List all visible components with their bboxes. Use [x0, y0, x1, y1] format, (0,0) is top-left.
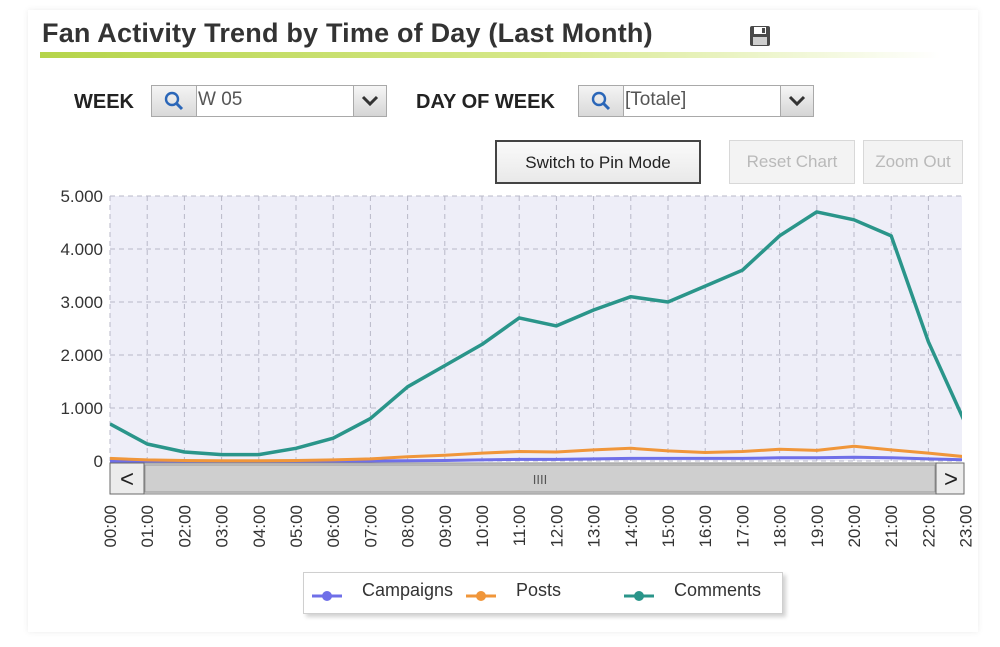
- chevron-down-icon: [361, 95, 379, 107]
- floppy-disk-icon[interactable]: [749, 25, 771, 47]
- search-icon: [164, 91, 184, 111]
- chevron-down-icon: [788, 95, 806, 107]
- y-tick-label: 0: [94, 452, 103, 471]
- week-dropdown-button[interactable]: [353, 86, 386, 116]
- day-of-week-label: DAY OF WEEK: [416, 91, 555, 113]
- chevron-right-icon: >: [944, 466, 958, 493]
- x-tick-label: 07:00: [361, 505, 380, 548]
- scroll-thumb[interactable]: [144, 464, 936, 493]
- week-combobox[interactable]: W 05: [151, 85, 387, 117]
- campaigns-swatch-icon: [312, 591, 342, 601]
- legend-label-posts: Posts: [516, 580, 562, 600]
- switch-to-pin-mode-button[interactable]: Switch to Pin Mode: [495, 140, 701, 184]
- week-label: WEEK: [74, 91, 134, 113]
- legend-label-comments: Comments: [674, 580, 762, 600]
- x-tick-label: 11:00: [510, 505, 529, 546]
- posts-swatch-icon: [466, 591, 496, 601]
- comments-swatch-icon: [624, 591, 654, 601]
- week-search-button[interactable]: [152, 86, 197, 116]
- day-dropdown-button[interactable]: [780, 86, 813, 116]
- x-tick-label: 22:00: [919, 505, 938, 548]
- x-tick-label: 19:00: [808, 505, 827, 548]
- legend-item-campaigns[interactable]: Campaigns: [312, 577, 462, 607]
- y-tick-label: 3.000: [60, 293, 103, 312]
- x-tick-label: 20:00: [845, 505, 864, 548]
- series-line-comments: [110, 210, 962, 457]
- x-tick-label: 12:00: [547, 505, 566, 548]
- x-tick-label: 00:00: [101, 505, 120, 548]
- x-tick-label: 09:00: [436, 505, 455, 548]
- x-tick-label: 02:00: [175, 505, 194, 548]
- x-tick-label: 17:00: [733, 505, 752, 548]
- page-title: Fan Activity Trend by Time of Day (Last …: [42, 18, 653, 48]
- day-of-week-combobox[interactable]: [Totale]: [578, 85, 814, 117]
- x-tick-label: 13:00: [585, 505, 604, 548]
- x-tick-label: 21:00: [882, 505, 901, 548]
- y-tick-label: 4.000: [60, 240, 103, 259]
- legend-item-posts[interactable]: Posts: [466, 577, 576, 607]
- series-line-posts: [110, 444, 962, 463]
- x-tick-label: 16:00: [696, 505, 715, 548]
- title-underline: [40, 52, 940, 58]
- week-value: W 05: [198, 89, 243, 110]
- x-tick-label: 23:00: [957, 505, 976, 548]
- reset-chart-button[interactable]: Reset Chart: [729, 140, 855, 184]
- y-tick-label: 5.000: [60, 187, 103, 206]
- plot-area: [110, 196, 962, 461]
- y-tick-label: 2.000: [60, 346, 103, 365]
- x-tick-label: 08:00: [399, 505, 418, 548]
- legend-label-campaigns: Campaigns: [362, 580, 454, 600]
- x-tick-label: 10:00: [473, 505, 492, 548]
- x-tick-label: 18:00: [771, 505, 790, 548]
- x-tick-label: 05:00: [287, 505, 306, 548]
- x-tick-label: 14:00: [622, 505, 641, 548]
- x-tick-label: 04:00: [250, 505, 269, 548]
- x-tick-label: 15:00: [659, 505, 678, 548]
- scroll-left-button[interactable]: [109, 462, 145, 495]
- zoom-out-button[interactable]: Zoom Out: [863, 140, 963, 184]
- scroll-right-button[interactable]: [935, 462, 965, 495]
- chart-legend: Campaigns Posts Comments: [303, 572, 783, 614]
- legend-item-comments[interactable]: Comments: [624, 577, 774, 607]
- day-of-week-value: [Totale]: [625, 89, 687, 110]
- x-tick-label: 06:00: [324, 505, 343, 548]
- x-tick-label: 01:00: [138, 505, 157, 548]
- search-icon: [591, 91, 611, 111]
- chevron-left-icon: <: [120, 466, 134, 493]
- y-tick-label: 1.000: [60, 399, 103, 418]
- day-search-button[interactable]: [579, 86, 624, 116]
- scroll-grip-icon: IIII: [533, 472, 547, 487]
- x-tick-label: 03:00: [213, 505, 232, 548]
